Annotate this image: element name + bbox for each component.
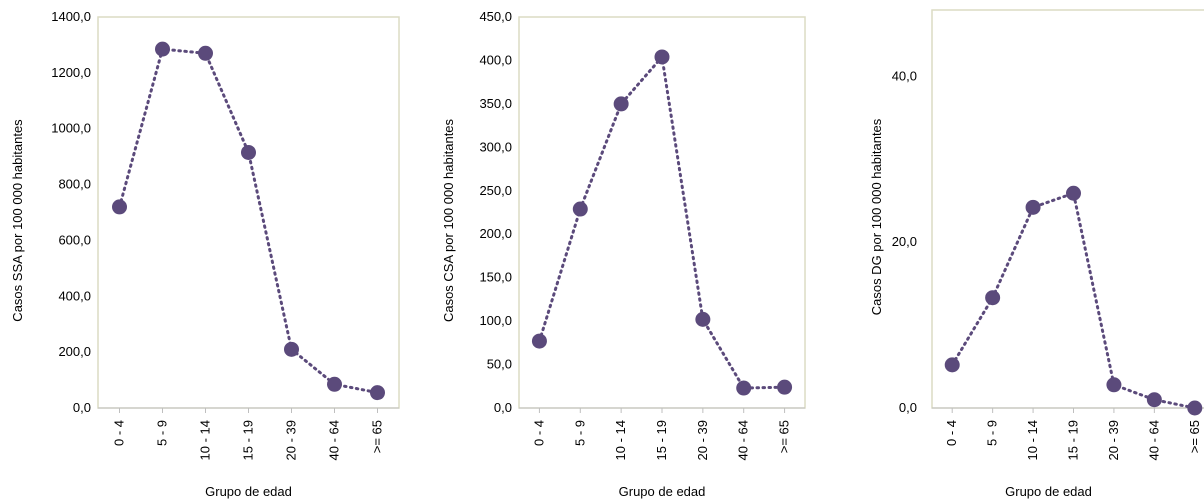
series-line — [118, 47, 379, 395]
y-tick-label: 600,0 — [58, 232, 91, 247]
x-tick-label: 40 - 64 — [736, 420, 751, 460]
y-tick-label: 250,0 — [479, 183, 512, 198]
plot-area-frame — [931, 9, 1204, 409]
data-point — [1066, 185, 1081, 201]
x-tick-label: >= 65 — [370, 420, 385, 453]
data-point — [944, 357, 960, 373]
data-point — [1146, 392, 1162, 408]
x-tick-label: 20 - 39 — [1106, 420, 1121, 460]
y-tick-label: 1400,0 — [51, 9, 91, 24]
data-point — [1106, 377, 1122, 393]
y-tick-label: 1000,0 — [51, 121, 91, 136]
y-tick-label: 800,0 — [58, 177, 91, 192]
x-tick-label: 0 - 4 — [944, 420, 959, 446]
y-tick-label: 1200,0 — [51, 65, 91, 80]
y-tick-label: 400,0 — [58, 288, 91, 303]
data-point — [1025, 199, 1041, 215]
y-tick-label: 20,0 — [892, 234, 917, 249]
y-tick-label: 200,0 — [58, 344, 91, 359]
data-point — [112, 199, 127, 215]
data-point — [736, 380, 752, 396]
data-point — [198, 45, 213, 61]
x-tick-label: 10 - 14 — [613, 420, 628, 460]
data-point — [695, 311, 711, 327]
x-tick-label: 20 - 39 — [284, 420, 299, 460]
x-tick-label: 5 - 9 — [572, 420, 587, 446]
y-tick-label: 0,0 — [494, 400, 512, 415]
data-point — [654, 49, 670, 65]
y-tick-label: 40,0 — [892, 68, 917, 83]
data-point — [284, 341, 299, 357]
x-tick-label: >= 65 — [1187, 420, 1202, 453]
data-point — [155, 41, 170, 57]
x-axis-title: Grupo de edad — [1005, 484, 1092, 499]
y-tick-label: 450,0 — [479, 9, 512, 24]
x-tick-label: 5 - 9 — [985, 420, 1000, 446]
y-axis-title: Casos CSA por 100 000 habitantes — [441, 118, 456, 322]
data-point — [572, 201, 588, 217]
x-tick-label: 15 - 19 — [654, 420, 669, 460]
x-tick-label: 15 - 19 — [241, 420, 256, 460]
y-tick-label: 400,0 — [479, 52, 512, 67]
data-point — [327, 376, 342, 392]
x-axis-title: Grupo de edad — [205, 484, 292, 499]
y-tick-label: 0,0 — [899, 400, 917, 415]
data-point — [1187, 400, 1203, 416]
plot-area-frame — [97, 16, 400, 409]
x-tick-label: 10 - 14 — [1025, 420, 1040, 460]
data-point — [531, 333, 547, 349]
x-axis-title: Grupo de edad — [619, 484, 706, 499]
y-tick-label: 50,0 — [487, 357, 512, 372]
chart-3: 0,0 20,0 40,0 0 - 4 5 - 9 10 - 14 15 - 19 20 - … — [869, 9, 1204, 499]
series-line — [537, 53, 787, 390]
x-tick-label: 5 - 9 — [155, 420, 170, 446]
data-point — [241, 144, 256, 160]
x-tick-label: 0 - 4 — [112, 420, 127, 446]
x-tick-label: 0 - 4 — [531, 420, 546, 446]
x-tick-label: >= 65 — [777, 420, 792, 453]
y-tick-label: 0,0 — [73, 400, 91, 415]
x-tick-label: 40 - 64 — [1146, 420, 1161, 460]
x-tick-label: 10 - 14 — [198, 420, 213, 460]
y-tick-label: 350,0 — [479, 96, 512, 111]
y-tick-label: 150,0 — [479, 270, 512, 285]
y-tick-label: 200,0 — [479, 226, 512, 241]
data-point — [985, 290, 1001, 306]
y-axis-title: Casos DG por 100 000 habitantes — [869, 118, 884, 315]
y-tick-label: 300,0 — [479, 139, 512, 154]
data-point — [370, 385, 385, 401]
y-tick-label: 100,0 — [479, 313, 512, 328]
x-tick-label: 40 - 64 — [327, 420, 342, 460]
plot-area-frame — [518, 16, 806, 409]
x-tick-label: 20 - 39 — [695, 420, 710, 460]
chart-2: 0,0 50,0 100,0 150,0 200,0 250,0 300,0 350,0 400… — [441, 9, 806, 499]
data-point — [613, 96, 629, 112]
y-axis-title: Casos SSA por 100 000 habitantes — [10, 119, 25, 322]
chart-1: 0,0 200,0 400,0 600,0 800,0 1000,0 1200,0 1400,… — [10, 9, 400, 499]
data-point — [777, 379, 793, 395]
x-tick-label: 15 - 19 — [1066, 420, 1081, 460]
